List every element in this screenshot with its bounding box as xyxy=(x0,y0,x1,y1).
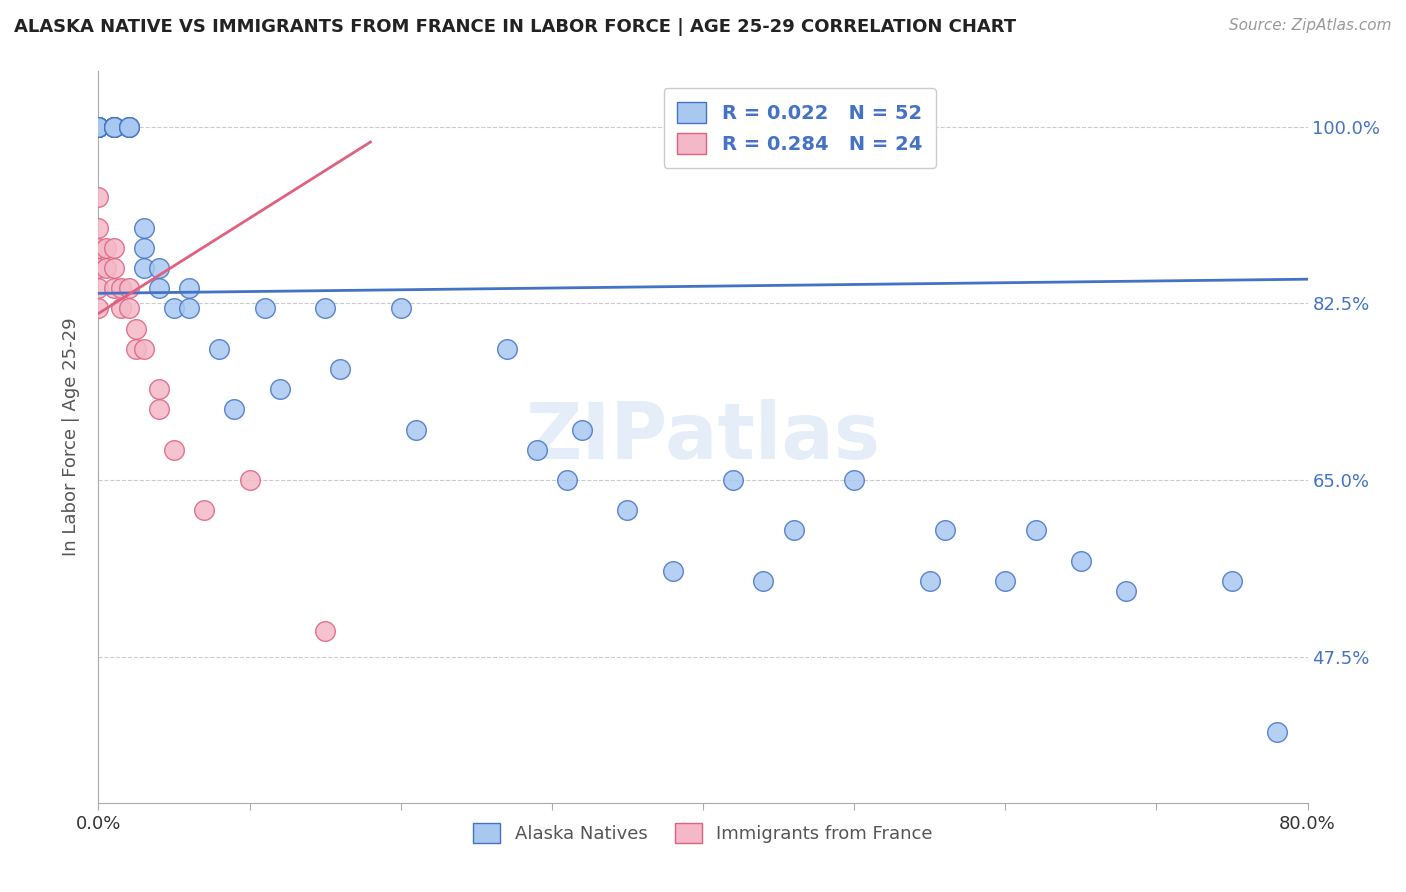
Point xyxy=(110,281,132,295)
Point xyxy=(118,120,141,134)
Point xyxy=(132,241,155,255)
Text: ALASKA NATIVE VS IMMIGRANTS FROM FRANCE IN LABOR FORCE | AGE 25-29 CORRELATION C: ALASKA NATIVE VS IMMIGRANTS FROM FRANCE … xyxy=(14,18,1017,36)
Point xyxy=(783,524,806,538)
Point xyxy=(103,120,125,134)
Point xyxy=(193,503,215,517)
Point xyxy=(179,281,201,295)
Point xyxy=(752,574,775,588)
Point xyxy=(87,120,110,134)
Point xyxy=(148,261,170,276)
Point xyxy=(918,574,941,588)
Point xyxy=(179,301,201,316)
Point xyxy=(224,402,246,417)
Point xyxy=(110,301,132,316)
Point xyxy=(87,120,110,134)
Point xyxy=(132,220,155,235)
Point xyxy=(314,301,336,316)
Point xyxy=(934,524,956,538)
Point xyxy=(163,301,186,316)
Point xyxy=(87,301,110,316)
Point xyxy=(87,190,110,204)
Point xyxy=(526,442,548,457)
Point xyxy=(103,241,125,255)
Point xyxy=(571,423,593,437)
Point xyxy=(87,220,110,235)
Point xyxy=(994,574,1017,588)
Point xyxy=(103,120,125,134)
Point xyxy=(495,342,517,356)
Point xyxy=(118,120,141,134)
Text: ZIPatlas: ZIPatlas xyxy=(526,399,880,475)
Point xyxy=(661,564,683,578)
Point xyxy=(118,301,141,316)
Point xyxy=(87,120,110,134)
Point xyxy=(208,342,231,356)
Point xyxy=(118,281,141,295)
Point xyxy=(103,261,125,276)
Legend: Alaska Natives, Immigrants from France: Alaska Natives, Immigrants from France xyxy=(464,814,942,852)
Point xyxy=(239,473,262,487)
Point xyxy=(253,301,276,316)
Point xyxy=(87,120,110,134)
Point xyxy=(103,120,125,134)
Point xyxy=(87,120,110,134)
Point xyxy=(723,473,745,487)
Point xyxy=(87,120,110,134)
Point xyxy=(1220,574,1243,588)
Point xyxy=(329,362,352,376)
Point xyxy=(118,120,141,134)
Point xyxy=(94,241,117,255)
Point xyxy=(405,423,427,437)
Point xyxy=(1267,725,1289,739)
Point xyxy=(87,261,110,276)
Point xyxy=(103,281,125,295)
Point xyxy=(616,503,638,517)
Text: Source: ZipAtlas.com: Source: ZipAtlas.com xyxy=(1229,18,1392,33)
Point xyxy=(269,382,291,396)
Point xyxy=(148,402,170,417)
Y-axis label: In Labor Force | Age 25-29: In Labor Force | Age 25-29 xyxy=(62,318,80,557)
Point xyxy=(87,120,110,134)
Point xyxy=(1070,554,1092,568)
Point xyxy=(132,342,155,356)
Point xyxy=(87,120,110,134)
Point xyxy=(163,442,186,457)
Point xyxy=(87,120,110,134)
Point xyxy=(103,120,125,134)
Point xyxy=(132,261,155,276)
Point xyxy=(148,281,170,295)
Point xyxy=(844,473,866,487)
Point xyxy=(389,301,412,316)
Point xyxy=(94,261,117,276)
Point xyxy=(314,624,336,639)
Point xyxy=(87,281,110,295)
Point xyxy=(1115,583,1137,598)
Point xyxy=(555,473,578,487)
Point xyxy=(125,321,148,335)
Point xyxy=(87,120,110,134)
Point xyxy=(125,342,148,356)
Point xyxy=(103,120,125,134)
Point xyxy=(1024,524,1046,538)
Point xyxy=(148,382,170,396)
Point xyxy=(87,241,110,255)
